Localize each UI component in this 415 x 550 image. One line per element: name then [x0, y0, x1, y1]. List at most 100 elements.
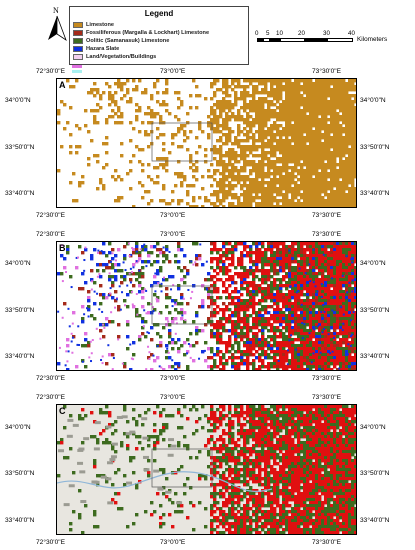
map-pixel [246, 405, 250, 409]
map-pixel [297, 130, 301, 134]
map-pixel [66, 338, 70, 342]
map-pixel [306, 248, 310, 252]
map-pixel [156, 79, 160, 83]
map-pixel [288, 269, 292, 273]
map-pixel [336, 100, 340, 104]
map-pixel [180, 199, 184, 203]
map-pixel [345, 423, 349, 427]
map-pixel [279, 91, 283, 95]
map-pixel [309, 356, 313, 360]
map-pixel [318, 112, 322, 116]
map-pixel [71, 322, 74, 325]
map-pixel [234, 320, 238, 324]
map-pixel [222, 353, 226, 357]
map-pixel [291, 423, 295, 427]
map-pixel [126, 335, 130, 339]
map-pixel [237, 275, 241, 279]
map-pixel [276, 423, 280, 427]
map-pixel [270, 190, 274, 194]
map-pixel [183, 341, 187, 345]
map-pixel [330, 142, 334, 146]
map-pixel [132, 251, 136, 255]
map-pixel [321, 338, 325, 342]
map-pixel [270, 296, 274, 300]
map-pixel [282, 257, 286, 261]
map-pixel [270, 426, 274, 430]
map-pixel [288, 429, 292, 433]
map-pixel [279, 266, 282, 269]
map-pixel [174, 184, 178, 188]
map-pixel [324, 426, 328, 430]
map-pixel [270, 124, 274, 128]
map-pixel [162, 254, 166, 258]
map-pixel [354, 248, 356, 252]
map-pixel [324, 278, 328, 282]
map-pixel [303, 426, 307, 430]
map-pixel [294, 260, 298, 264]
map-pixel [162, 184, 166, 188]
map-pixel [321, 160, 325, 164]
map-pixel [96, 160, 100, 164]
map-pixel [354, 242, 356, 246]
map-pixel [297, 320, 301, 324]
map-pixel [252, 287, 256, 291]
map-pixel [139, 248, 142, 251]
map-pixel [171, 338, 175, 342]
map-pixel [180, 103, 184, 107]
map-pixel [249, 163, 253, 167]
map-pixel [345, 411, 349, 415]
map-pixel [315, 314, 319, 318]
map-pixel [294, 130, 298, 134]
map-pixel [204, 323, 208, 327]
map-pixel [291, 405, 295, 409]
map-pixel [342, 139, 346, 143]
map-pixel [270, 266, 274, 270]
map-pixel [270, 305, 274, 309]
map-pixel [324, 411, 328, 415]
map-pixel [336, 187, 340, 191]
map-pixel [68, 325, 71, 328]
map-pixel [243, 341, 247, 345]
map-pixel [354, 353, 356, 357]
map-pixel [189, 332, 193, 336]
map-pixel [231, 326, 235, 330]
map-pixel [264, 420, 268, 424]
map-pixel [276, 82, 280, 86]
map-pixel [249, 326, 253, 330]
map-pixel [158, 312, 161, 315]
map-pixel [258, 356, 262, 360]
map-pixel [312, 356, 316, 360]
map-pixel [213, 151, 217, 155]
map-pixel [240, 432, 244, 436]
map-pixel [111, 248, 115, 252]
map-pixel [111, 115, 115, 119]
map-pixel [78, 145, 82, 149]
map-pixel [189, 205, 193, 207]
map-pixel [285, 181, 289, 185]
map-pixel [180, 145, 184, 149]
map-pixel [314, 285, 317, 288]
map-pixel [261, 127, 265, 131]
map-pixel [303, 362, 307, 366]
map-pixel [327, 142, 331, 146]
map-pixel [276, 133, 280, 137]
map-pixel [264, 133, 268, 137]
map-pixel [338, 367, 341, 370]
map-pixel [90, 257, 94, 261]
map-pixel [219, 411, 223, 415]
map-pixel [342, 82, 346, 86]
map-pixel [339, 97, 343, 101]
map-pixel [228, 169, 232, 173]
map-pixel [183, 311, 187, 315]
map-pixel [309, 187, 313, 191]
map-pixel [270, 94, 274, 98]
map-pixel [174, 172, 178, 176]
map-pixel [330, 368, 334, 370]
map-pixel [291, 329, 295, 333]
map-pixel [315, 332, 319, 336]
map-pixel [285, 287, 289, 291]
map-pixel [93, 118, 97, 122]
map-pixel [228, 172, 232, 176]
map-pixel [276, 314, 280, 318]
map-pixel [72, 199, 76, 203]
